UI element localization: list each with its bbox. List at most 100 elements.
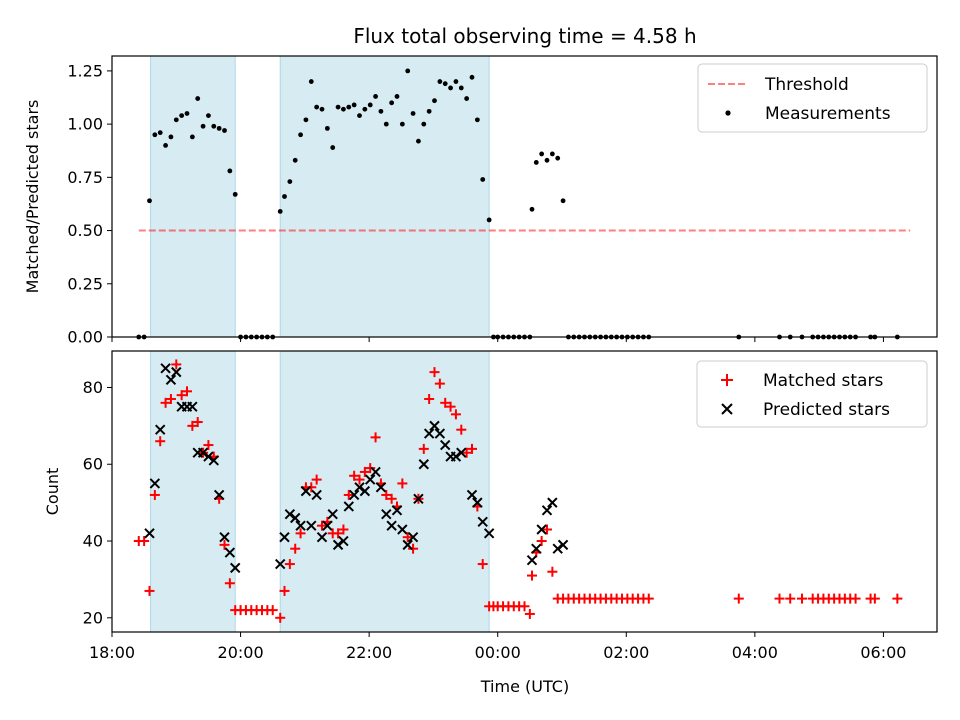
matched-star-point (386, 493, 397, 504)
legend-matched-label: Matched stars (763, 371, 883, 391)
matched-stars-points (133, 359, 903, 623)
predicted-star-point (300, 485, 312, 497)
predicted-star-point (155, 424, 166, 435)
measurement-point (298, 132, 303, 138)
matched-star-point (311, 474, 322, 485)
matched-star-point (461, 447, 472, 458)
measurement-point (421, 121, 427, 127)
predicted-star-point (477, 516, 488, 528)
measurement-point (389, 100, 395, 106)
bottom-x-ticks: 18:00 20:00 22:00 00:00 02:00 04:00 06:00 (89, 632, 906, 662)
measurement-point (341, 106, 346, 112)
measurement-point (378, 108, 384, 114)
measurement-point (410, 111, 416, 116)
measurement-point (544, 157, 550, 163)
measurement-point (163, 143, 168, 148)
predicted-star-point (290, 512, 301, 524)
matched-star-point (418, 443, 429, 454)
measurement-point (308, 79, 314, 84)
measurement-point (458, 85, 464, 91)
matched-star-point (171, 359, 182, 370)
y-tick-label: 20 (83, 608, 103, 627)
predicted-star-point (531, 543, 542, 554)
x-tick-label: 18:00 (89, 643, 135, 662)
predicted-star-point (391, 505, 403, 516)
matched-star-point (219, 539, 230, 550)
measurement-point (362, 106, 368, 112)
matched-star-point (359, 466, 370, 477)
matched-star-point (536, 536, 547, 547)
measurement-point (474, 117, 480, 123)
measurement-point (216, 125, 222, 131)
measurement-point (448, 85, 453, 91)
predicted-star-point (450, 451, 462, 462)
y-tick-label: 40 (83, 532, 103, 551)
predicted-star-point (429, 420, 440, 432)
measurement-point (314, 104, 320, 110)
matched-star-point (365, 463, 376, 474)
matched-star-point (402, 532, 413, 543)
matched-star-point (139, 536, 150, 547)
matched-star-point (892, 593, 903, 604)
legend-predicted-swatch (721, 403, 733, 415)
matched-star-point (338, 524, 349, 535)
predicted-star-point (472, 497, 483, 508)
top-legend: Threshold Measurements (697, 63, 928, 133)
matched-star-point (343, 489, 354, 500)
y-tick-label: 80 (83, 378, 103, 397)
matched-star-point (542, 524, 552, 535)
measurement-point (324, 125, 330, 131)
x-tick-label: 22:00 (346, 643, 392, 662)
predicted-star-point (187, 401, 198, 412)
measurement-point (357, 113, 362, 119)
predicted-star-point (197, 447, 209, 458)
predicted-star-point (407, 531, 419, 543)
predicted-star-point (547, 497, 558, 508)
measurement-point (200, 123, 206, 129)
measurement-point (168, 134, 174, 140)
top-panel: 0.00 0.25 0.50 0.75 1.00 1.25 Matched/Predict… (23, 55, 938, 347)
predicted-star-point (402, 539, 413, 551)
matched-star-point (797, 593, 807, 604)
predicted-star-point (343, 501, 354, 512)
x-tick-label: 04:00 (732, 643, 778, 662)
predicted-star-point (466, 489, 478, 501)
measurement-point (480, 177, 486, 182)
measurement-point (529, 206, 535, 212)
predicted-star-point (295, 520, 306, 531)
matched-star-point (333, 528, 344, 539)
x-tick-label: 06:00 (860, 643, 906, 662)
matched-star-point (267, 605, 278, 616)
matched-star-point (155, 436, 166, 447)
measurement-point (152, 132, 158, 138)
measurement-point (560, 198, 566, 204)
predicted-star-point (440, 439, 451, 451)
predicted-star-point (386, 520, 397, 531)
predicted-star-point (284, 508, 296, 520)
matched-star-point (440, 397, 451, 408)
matched-star-point (317, 520, 327, 531)
measurement-point (195, 96, 201, 101)
shaded-interval-2 (279, 55, 490, 338)
measurement-point (464, 96, 470, 101)
measurement-point (469, 74, 475, 80)
measurement-point (549, 151, 555, 157)
predicted-star-point (354, 482, 365, 493)
predicted-star-point (348, 489, 360, 501)
measurement-point (277, 209, 283, 214)
bottom-y-ticks: 20 40 60 80 (83, 378, 112, 627)
measurement-point (227, 168, 233, 174)
matched-star-point (869, 593, 880, 604)
matched-star-point (381, 489, 392, 500)
y-tick-label: 0.00 (67, 328, 103, 347)
top-shaded-intervals (150, 55, 490, 338)
legend-matched-swatch (721, 374, 733, 386)
predicted-star-point (541, 505, 553, 516)
y-tick-label: 60 (83, 455, 103, 474)
measurement-point (189, 134, 195, 140)
y-tick-label: 1.00 (67, 115, 103, 134)
matched-star-point (306, 482, 317, 493)
legend-threshold-label: Threshold (764, 75, 849, 95)
shaded-interval-1 (150, 55, 236, 338)
